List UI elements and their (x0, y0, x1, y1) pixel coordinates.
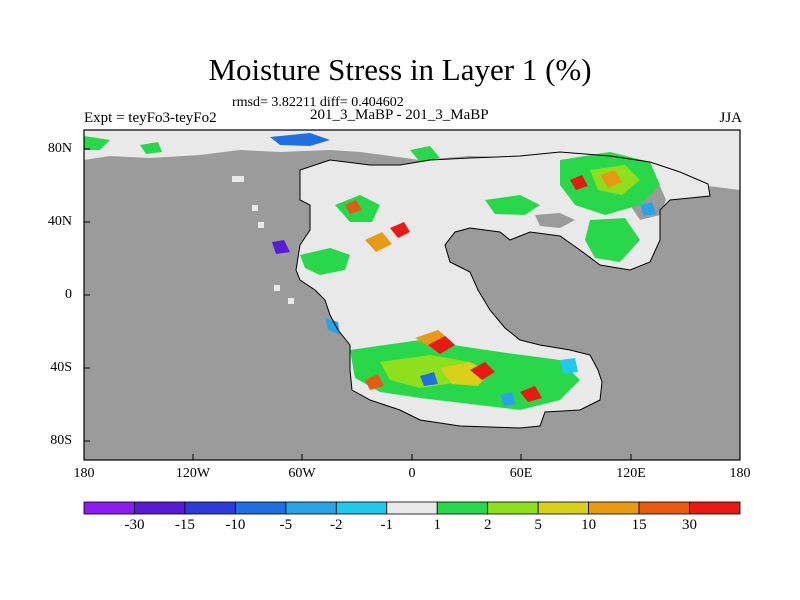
patch-green (84, 136, 110, 150)
plot-title: Moisture Stress in Layer 1 (%) (208, 52, 592, 87)
patch-red (345, 200, 362, 214)
patch-blue (500, 392, 516, 406)
patch-red (520, 386, 542, 402)
island (288, 298, 294, 304)
patch-blue (325, 318, 340, 335)
colorbar-swatch (487, 501, 539, 515)
patch-red (470, 362, 495, 380)
patch-green (410, 146, 440, 162)
colorbar-level-label: 15 (631, 517, 647, 533)
colorbar-swatch (184, 501, 236, 515)
y-tick-label: 80S (50, 433, 72, 448)
run-comparison-label: 201_3_MaBP - 201_3_MaBP (310, 107, 489, 123)
season-label: JJA (719, 110, 742, 126)
colorbar-level-label: 2 (483, 517, 492, 533)
colorbar-swatch (638, 501, 690, 515)
x-tick-label: 0 (408, 466, 416, 481)
colorbar-swatch (234, 501, 287, 515)
patch-red (365, 374, 384, 390)
patch-blue (420, 372, 438, 386)
x-tick-label: 180 (729, 466, 751, 481)
colorbar-swatch (588, 501, 640, 515)
colorbar-swatch (386, 501, 438, 515)
island (258, 222, 264, 228)
plot-subtitle-stats: rmsd= 3.82211 diff= 0.404602 (232, 95, 404, 110)
x-tick-label: 180 (73, 466, 95, 481)
arctic-band (84, 130, 740, 190)
colorbar-level-label: -5 (279, 517, 293, 533)
colorbar-level-label: -15 (174, 517, 195, 533)
colorbar-level-label: 1 (433, 517, 441, 533)
y-tick-label: 40N (47, 214, 72, 229)
colorbar-level-label: 5 (534, 517, 542, 533)
colorbar-level-label: -1 (380, 517, 394, 533)
patch-orange (365, 232, 392, 252)
patch-lightgreen (380, 355, 470, 388)
patch-red (570, 175, 588, 190)
x-tick-label: 60E (509, 466, 533, 481)
patch-blue (272, 240, 290, 254)
patch-red (428, 336, 455, 354)
colorbar-swatch (436, 501, 489, 515)
x-tick-label: 120E (616, 466, 646, 481)
y-tick-label: 80N (47, 141, 72, 156)
colorbar-swatch (134, 501, 186, 515)
colorbar-swatch (285, 501, 337, 515)
colorbar-swatch (537, 501, 590, 515)
patch-green (300, 248, 350, 275)
patch-blue (640, 202, 656, 216)
patch-green (485, 195, 540, 215)
inlet-center (535, 213, 575, 228)
patch-orange (600, 170, 622, 188)
colorbar-level-label: 10 (581, 517, 597, 533)
island (274, 285, 280, 291)
patch-green (140, 142, 162, 154)
x-tick-label: 60W (288, 466, 316, 481)
colorbar-level-label: -2 (330, 517, 343, 533)
colorbar-level-label: 30 (682, 517, 698, 533)
land-outline (295, 151, 711, 429)
patch-blue (560, 358, 578, 374)
anomaly-patches (84, 133, 660, 410)
colorbar-swatch (689, 501, 741, 515)
colorbar-level-label: -30 (124, 517, 145, 533)
colorbar-swatch (335, 501, 388, 515)
colorbar-level-label: -10 (225, 517, 246, 533)
patch-red (390, 222, 410, 238)
island (252, 205, 258, 211)
island (232, 176, 244, 182)
axis-ticks (83, 148, 741, 460)
colorbar-swatch (83, 501, 135, 515)
y-tick-label: 0 (65, 287, 72, 302)
patch-green (585, 218, 640, 262)
y-tick-label: 40S (50, 360, 72, 375)
x-tick-label: 120W (175, 466, 211, 481)
experiment-label: Expt = teyFo3-teyFo2 (84, 110, 217, 126)
patch-blue (270, 133, 330, 146)
